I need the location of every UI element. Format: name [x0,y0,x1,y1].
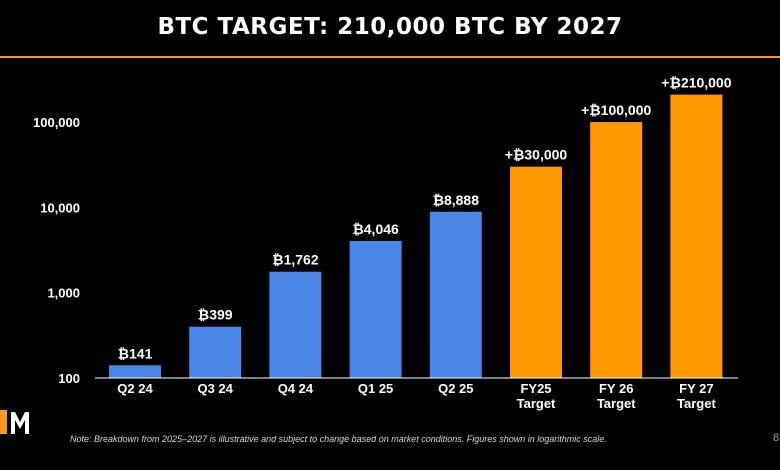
data-label: ₿141 [118,345,153,361]
bar-actual [269,271,322,378]
x-tick-label: Q3 24 [197,381,233,396]
y-tick-label: 100,000 [33,115,80,130]
chart-title: BTC TARGET: 210,000 BTC BY 2027 [157,14,623,40]
x-tick-label: FY 26 Target [597,381,636,411]
x-tick-label: Q1 25 [358,381,393,396]
footnote: Note: Breakdown from 2025–2027 is illust… [70,434,607,444]
data-label: ₿4,046 [352,221,399,237]
bar-target [590,122,643,378]
title-divider [0,56,780,58]
data-label: ₿1,762 [272,252,319,268]
data-label: ₿399 [198,307,233,323]
x-tick-label: Q2 24 [117,381,153,396]
bar-actual [349,240,402,378]
bar-target [670,94,723,379]
bar-actual [429,211,482,378]
page-number: 8 [773,432,780,444]
bar-target [510,166,562,378]
data-label: +₿100,000 [581,102,651,118]
data-label: +₿30,000 [505,147,568,163]
y-tick-label: 10,000 [40,200,80,215]
data-label: +₿210,000 [661,75,731,91]
company-logo [0,410,29,434]
x-tick-label: Q4 24 [278,381,314,396]
x-tick-label: FY25 Target [517,381,556,411]
x-tick-label: Q2 25 [438,381,473,396]
bar-actual [109,365,161,378]
x-tick-label: FY 27 Target [677,381,716,411]
data-label: ₿8,888 [433,192,480,208]
y-tick-label: 100 [58,371,80,386]
bar-actual [189,326,242,378]
y-tick-label: 1,000 [47,286,80,301]
